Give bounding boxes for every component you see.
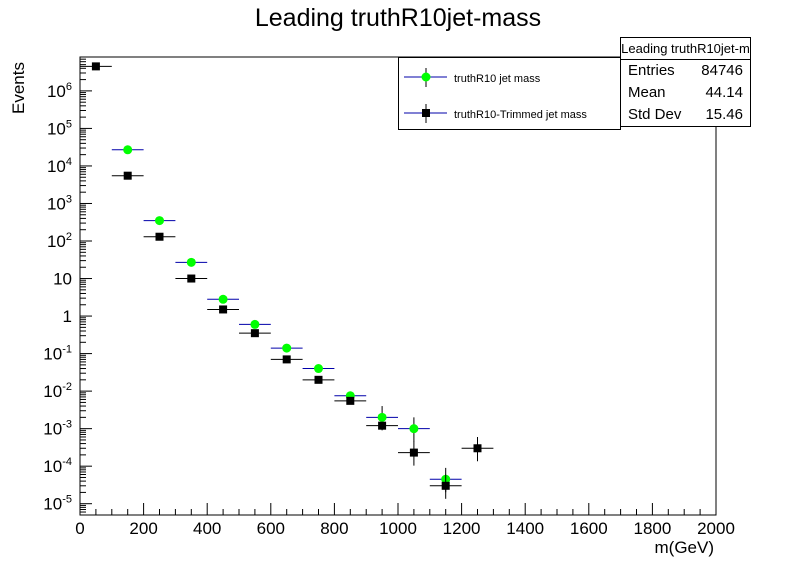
- x-tick-label: 1200: [443, 519, 481, 538]
- y-tick-label: 106: [47, 81, 72, 101]
- stats-entries-label: Entries: [628, 62, 675, 79]
- data-point-circle: [282, 343, 292, 353]
- data-point-square: [441, 481, 450, 490]
- x-tick-label: 1000: [379, 519, 417, 538]
- legend-marker-circle-icon: [404, 68, 447, 87]
- stats-row-stddev: Std Dev 15.46: [621, 104, 750, 126]
- data-point-square: [250, 329, 259, 338]
- stats-row-mean: Mean 44.14: [621, 82, 750, 104]
- data-point-square: [409, 448, 418, 457]
- x-tick-label: 1600: [570, 519, 608, 538]
- y-axis-label: Events: [9, 62, 28, 114]
- data-point-circle: [314, 364, 323, 374]
- data-point-square: [378, 421, 387, 430]
- data-point-circle: [250, 319, 260, 329]
- chart-title: Leading truthR10jet-mass: [254, 4, 542, 32]
- y-tick-label: 104: [47, 156, 72, 176]
- data-point-square: [346, 396, 355, 405]
- data-point-square: [314, 375, 323, 384]
- stats-row-entries: Entries 84746: [621, 60, 750, 82]
- y-tick-label: 103: [47, 193, 72, 213]
- legend-item-truth: truthR10 jet mass: [399, 68, 619, 88]
- y-tick-label: 10-3: [43, 419, 72, 439]
- x-tick-label: 1400: [506, 519, 544, 538]
- data-point-circle: [123, 145, 133, 155]
- data-point-circle: [186, 257, 196, 267]
- data-point-square: [282, 355, 291, 364]
- data-point-circle: [155, 216, 164, 226]
- stats-stddev-value: 15.46: [705, 106, 743, 123]
- data-point-circle: [409, 424, 419, 434]
- y-tick-label: 105: [47, 118, 72, 138]
- legend-label-trimmed: truthR10-Trimmed jet mass: [454, 109, 587, 121]
- x-tick-label: 1800: [633, 519, 671, 538]
- legend: truthR10 jet mass truthR10-Trimmed jet m…: [398, 57, 621, 130]
- x-tick-label: 200: [129, 519, 157, 538]
- y-tick-label: 10-5: [43, 494, 72, 514]
- x-tick-label: 400: [193, 519, 221, 538]
- y-tick-label: 10: [53, 270, 72, 289]
- x-axis: 0 200 400 600 800 1000 1200 1400 1600 1800 2000: [75, 503, 735, 538]
- stats-mean-value: 44.14: [705, 84, 743, 101]
- data-point-square: [187, 274, 196, 283]
- y-tick-label: 10-4: [43, 456, 72, 476]
- data-point-circle: [377, 412, 387, 422]
- stats-box: Leading truthR10jet-m Entries 84746 Mean…: [620, 37, 751, 127]
- x-tick-label: 800: [320, 519, 348, 538]
- y-tick-label: 10-2: [43, 381, 72, 401]
- y-axis: 10-5 10-4 10-3 10-2 10-1 1 10 102 103 104 105 106: [43, 56, 92, 514]
- x-tick-label: 2000: [697, 519, 735, 538]
- x-tick-label: 0: [75, 519, 84, 538]
- data-point-square: [155, 232, 164, 241]
- data-point-square: [91, 62, 100, 71]
- legend-marker-square-icon: [404, 104, 447, 123]
- x-tick-label: 600: [257, 519, 285, 538]
- data-point-square: [123, 171, 132, 180]
- stats-title: Leading truthR10jet-m: [621, 38, 750, 60]
- data-point-circle: [218, 294, 228, 304]
- y-tick-label: 102: [47, 231, 72, 251]
- x-axis-label: m(GeV): [655, 538, 715, 557]
- stats-entries-value: 84746: [701, 62, 743, 79]
- data-point-square: [219, 305, 228, 314]
- y-tick-label: 1: [63, 307, 72, 326]
- data-point-square: [473, 444, 482, 453]
- stats-mean-label: Mean: [628, 84, 666, 101]
- y-tick-label: 10-1: [43, 344, 72, 364]
- stats-stddev-label: Std Dev: [628, 106, 682, 123]
- legend-label-truth: truthR10 jet mass: [454, 73, 541, 85]
- data-marks: [80, 62, 494, 499]
- legend-item-trimmed: truthR10-Trimmed jet mass: [399, 104, 619, 124]
